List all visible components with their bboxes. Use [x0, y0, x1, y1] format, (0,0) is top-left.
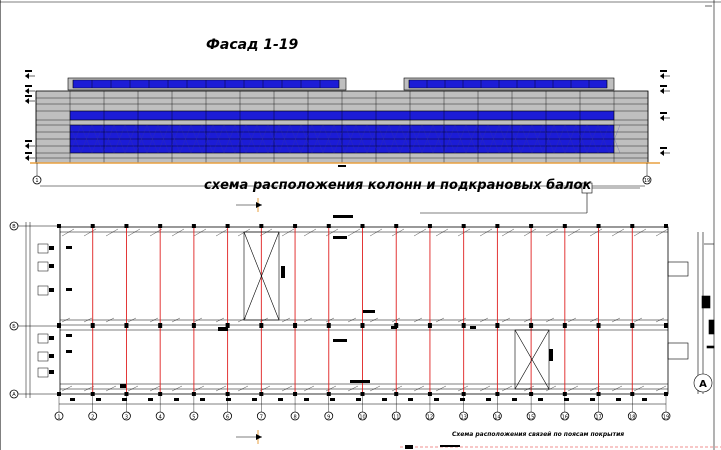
- columns-scheme-title: схема расположения колонн и подкрановых …: [204, 178, 592, 193]
- column-axis-label-4: 4: [159, 415, 162, 421]
- facade-title: Фасад 1-19: [206, 37, 299, 53]
- column-axis-label-12: 12: [427, 415, 433, 421]
- column-axis-label-16: 16: [562, 415, 568, 421]
- column-axis-label-1: 1: [57, 415, 60, 421]
- gable-details: [37, 243, 72, 378]
- row-axis-label-0: В: [12, 224, 16, 230]
- column-axis-4: [155, 411, 165, 421]
- row-axis-label-1: Б: [12, 324, 16, 330]
- column-axis-label-8: 8: [293, 415, 296, 421]
- column-axis-label-6: 6: [226, 415, 229, 421]
- row-axis-label-2: А: [12, 392, 16, 398]
- facade-axis-label: 1: [35, 178, 38, 184]
- column-axis-19: [661, 411, 671, 421]
- column-axis-5: [189, 411, 199, 421]
- column-axis-12: [425, 411, 435, 421]
- column-axis-label-9: 9: [327, 415, 330, 421]
- level-marks: [25, 70, 670, 161]
- column-axis-label-17: 17: [595, 415, 601, 421]
- column-axis-15: [526, 411, 536, 421]
- column-axis-label-14: 14: [494, 415, 500, 421]
- column-axis-17: [594, 411, 603, 421]
- column-axis-3: [122, 411, 131, 421]
- section-cut-bottom: [236, 430, 262, 444]
- column-axis-label-18: 18: [629, 415, 635, 421]
- column-axis-13: [459, 411, 469, 421]
- facade-axis-label: 19: [644, 178, 650, 184]
- bracing-scheme-title: Схема расположения связей по поясам покр…: [452, 431, 625, 438]
- column-axis-label-15: 15: [528, 415, 534, 421]
- facade-elevation: [30, 77, 660, 187]
- column-axis-9: [324, 411, 334, 421]
- column-axis-label-3: 3: [125, 415, 128, 421]
- column-axis-1: [54, 411, 64, 421]
- column-axis-label-10: 10: [359, 415, 365, 421]
- column-plan: [57, 215, 669, 401]
- column-axis-6: [223, 411, 233, 421]
- column-axis-14: [492, 411, 502, 421]
- column-axis-11: [391, 411, 401, 421]
- column-axis-label-13: 13: [460, 415, 466, 421]
- column-axis-8: [290, 411, 300, 421]
- section-marker-a: [693, 373, 713, 393]
- column-axis-label-7: 7: [260, 415, 263, 421]
- column-axes: 1 2 3 4 5 6 7 8 9 10 11 12 13 14 15 16 17 18 19: [54, 394, 671, 421]
- section-marker-label: А: [699, 379, 707, 390]
- title-leader: [420, 182, 640, 214]
- column-axis-7: [256, 411, 266, 421]
- column-axis-2: [88, 411, 98, 421]
- column-axis-label-2: 2: [91, 415, 94, 421]
- right-details: [667, 232, 715, 394]
- monitor-glazing-right: [408, 79, 608, 89]
- section-cut-top: [236, 198, 262, 212]
- row-axes: [9, 221, 60, 399]
- column-axis-label-11: 11: [393, 415, 399, 421]
- column-axis-16: [560, 411, 570, 421]
- column-axis-label-19: 19: [663, 415, 669, 421]
- column-axis-label-5: 5: [192, 415, 195, 421]
- column-axis-18: [627, 411, 637, 421]
- column-axis-10: [358, 411, 367, 421]
